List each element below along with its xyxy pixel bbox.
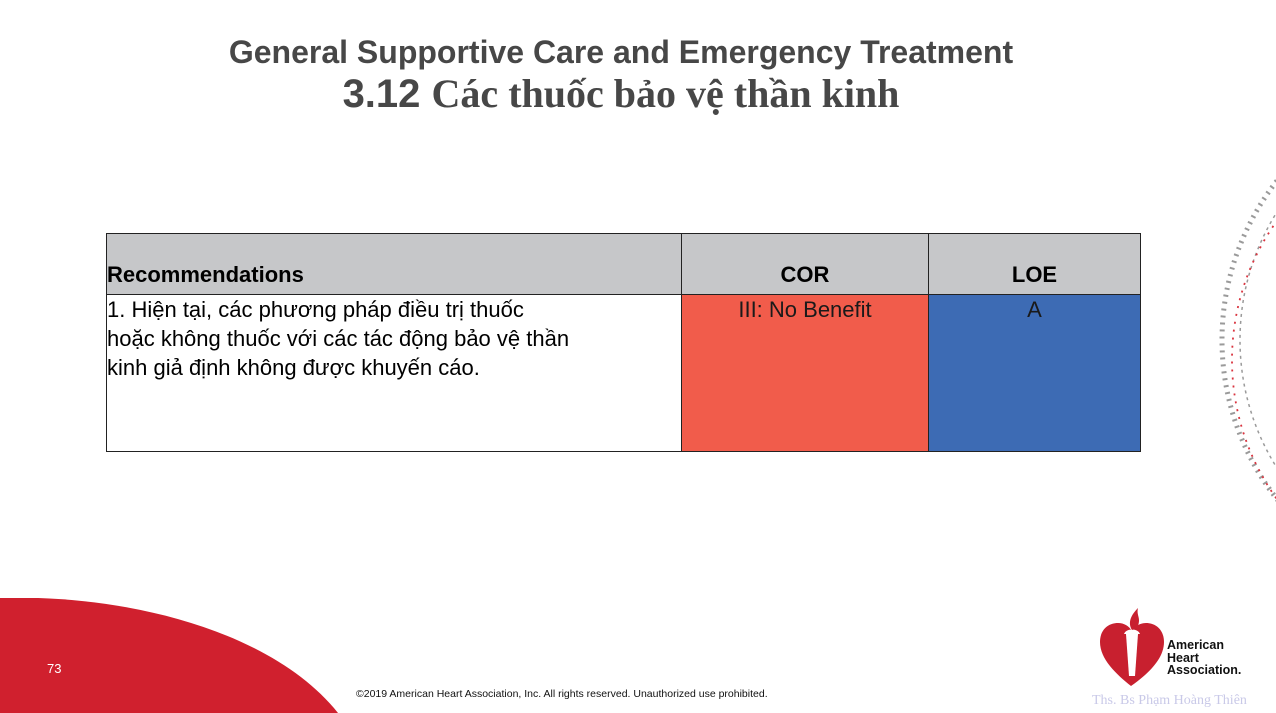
recommendation-text: 1. Hiện tại, các phương pháp điều trị th… — [107, 297, 570, 380]
logo-line3: Association. — [1167, 663, 1242, 677]
section-title: Các thuốc bảo vệ thần kinh — [431, 71, 900, 116]
slide-subtitle: 3.12 Các thuốc bảo vệ thần kinh — [0, 70, 1242, 117]
decorative-arcs — [1219, 178, 1276, 502]
section-number: 3.12 — [342, 72, 421, 116]
recommendation-table: Recommendations COR LOE 1. Hiện tại, các… — [106, 233, 1141, 452]
header-cor: COR — [681, 233, 929, 295]
author-watermark: Ths. Bs Phạm Hoàng Thiên — [1092, 693, 1247, 708]
page-number: 73 — [47, 661, 62, 676]
header-loe: LOE — [928, 233, 1141, 295]
logo-line2: Heart — [1167, 650, 1199, 665]
cor-cell: III: No Benefit — [681, 294, 929, 452]
copyright-notice: ©2019 American Heart Association, Inc. A… — [356, 688, 768, 700]
slide-title: General Supportive Care and Emergency Tr… — [228, 34, 1014, 70]
aha-logo-text: American Heart Association. — [1167, 639, 1241, 677]
header-recommendations: Recommendations — [106, 233, 682, 295]
logo-line1: American — [1167, 638, 1224, 652]
table-row: 1. Hiện tại, các phương pháp điều trị th… — [106, 294, 1141, 452]
loe-cell: A — [928, 294, 1141, 452]
recommendation-cell: 1. Hiện tại, các phương pháp điều trị th… — [106, 294, 682, 452]
table-header-row: Recommendations COR LOE — [106, 233, 1141, 295]
red-corner-arc — [0, 598, 338, 713]
heart-torch-icon — [1100, 608, 1164, 686]
